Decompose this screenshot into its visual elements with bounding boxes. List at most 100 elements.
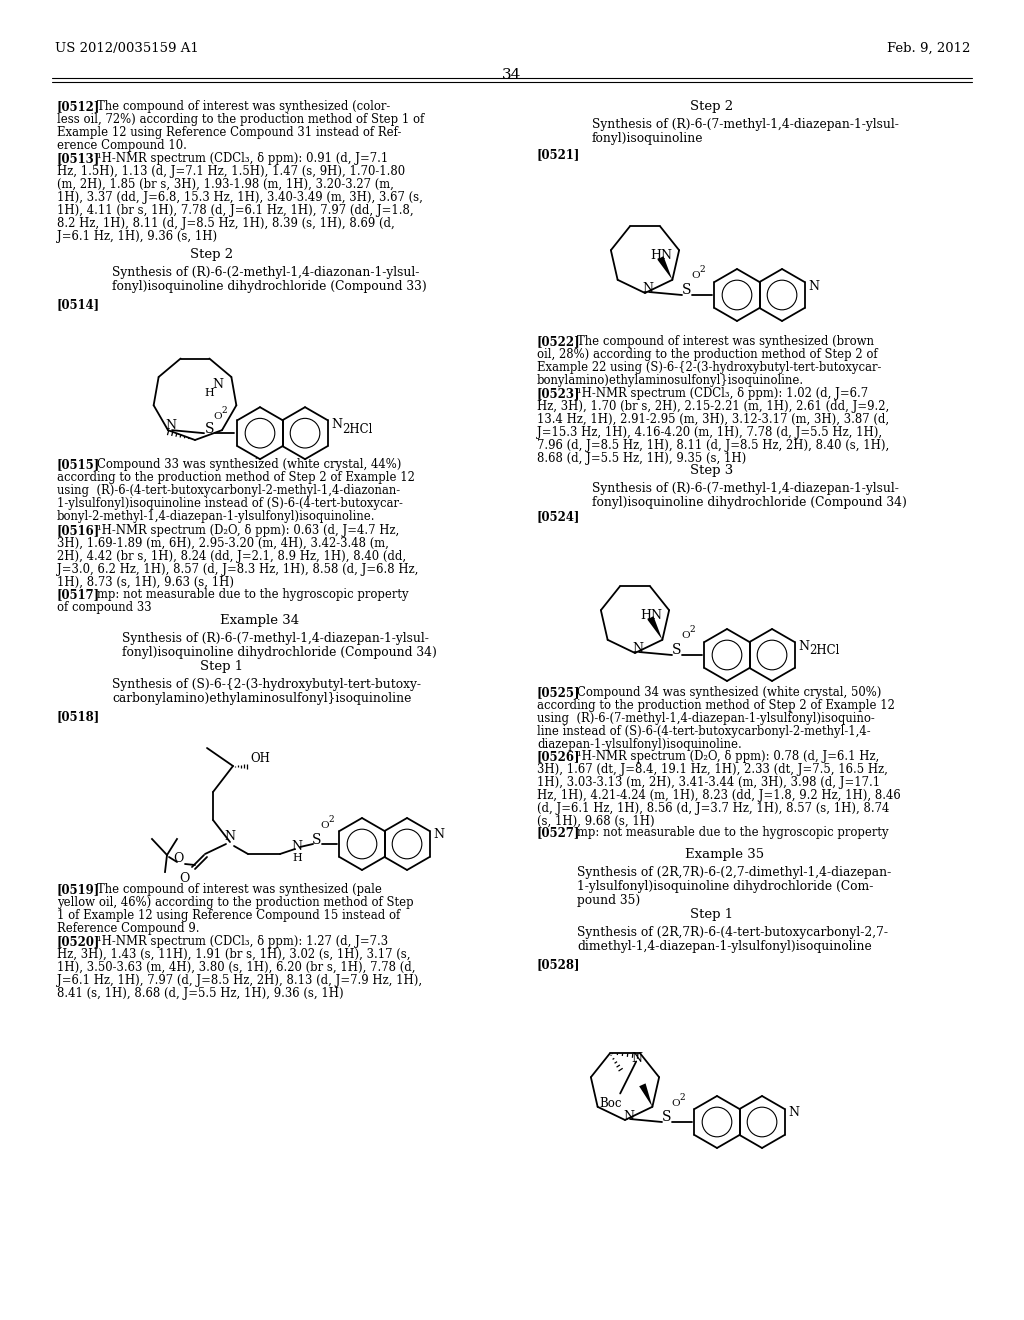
Text: N: N (433, 829, 444, 842)
Text: 1H), 3.37 (dd, J=6.8, 15.3 Hz, 1H), 3.40-3.49 (m, 3H), 3.67 (s,: 1H), 3.37 (dd, J=6.8, 15.3 Hz, 1H), 3.40… (57, 191, 423, 205)
Text: ¹H-NMR spectrum (CDCl₃, δ ppm): 0.91 (d, J=7.1: ¹H-NMR spectrum (CDCl₃, δ ppm): 0.91 (d,… (97, 152, 388, 165)
Text: Synthesis of (2R,7R)-6-(2,7-dimethyl-1,4-diazepan-: Synthesis of (2R,7R)-6-(2,7-dimethyl-1,4… (577, 866, 891, 879)
Text: [0522]: [0522] (537, 335, 581, 348)
Text: fonyl)isoquinoline: fonyl)isoquinoline (592, 132, 703, 145)
Text: erence Compound 10.: erence Compound 10. (57, 139, 186, 152)
Text: Example 35: Example 35 (685, 847, 764, 861)
Text: N: N (788, 1106, 799, 1119)
Text: O: O (672, 1098, 680, 1107)
Text: [0517]: [0517] (57, 587, 100, 601)
Text: Compound 34 was synthesized (white crystal, 50%): Compound 34 was synthesized (white cryst… (577, 686, 882, 700)
Text: fonyl)isoquinoline dihydrochloride (Compound 33): fonyl)isoquinoline dihydrochloride (Comp… (112, 280, 427, 293)
Text: 2: 2 (221, 405, 226, 414)
Text: O: O (682, 631, 690, 640)
Text: Synthesis of (S)-6-{2-(3-hydroxybutyl-tert-butoxy-: Synthesis of (S)-6-{2-(3-hydroxybutyl-te… (112, 678, 421, 690)
Polygon shape (639, 1084, 652, 1107)
Text: 34: 34 (503, 69, 521, 82)
Text: The compound of interest was synthesized (color-: The compound of interest was synthesized… (97, 100, 390, 114)
Text: J=15.3 Hz, 1H), 4.16-4.20 (m, 1H), 7.78 (d, J=5.5 Hz, 1H),: J=15.3 Hz, 1H), 4.16-4.20 (m, 1H), 7.78 … (537, 426, 882, 440)
Text: S: S (205, 422, 215, 436)
Text: 8.68 (d, J=5.5 Hz, 1H), 9.35 (s, 1H): 8.68 (d, J=5.5 Hz, 1H), 9.35 (s, 1H) (537, 451, 746, 465)
Text: yellow oil, 46%) according to the production method of Step: yellow oil, 46%) according to the produc… (57, 896, 414, 909)
Text: N: N (224, 830, 236, 843)
Text: 1H), 3.03-3.13 (m, 2H), 3.41-3.44 (m, 3H), 3.98 (d, J=17.1: 1H), 3.03-3.13 (m, 2H), 3.41-3.44 (m, 3H… (537, 776, 880, 789)
Text: less oil, 72%) according to the production method of Step 1 of: less oil, 72%) according to the producti… (57, 114, 424, 125)
Text: ¹H-NMR spectrum (CDCl₃, δ ppm): 1.27 (d, J=7.3: ¹H-NMR spectrum (CDCl₃, δ ppm): 1.27 (d,… (97, 935, 388, 948)
Text: [0526]: [0526] (537, 750, 581, 763)
Text: N: N (212, 379, 223, 392)
Text: (d, J=6.1 Hz, 1H), 8.56 (d, J=3.7 Hz, 1H), 8.57 (s, 1H), 8.74: (d, J=6.1 Hz, 1H), 8.56 (d, J=3.7 Hz, 1H… (537, 803, 890, 814)
Text: 2: 2 (699, 265, 705, 275)
Text: 1 of Example 12 using Reference Compound 15 instead of: 1 of Example 12 using Reference Compound… (57, 909, 400, 921)
Text: [0515]: [0515] (57, 458, 100, 471)
Text: Step 2: Step 2 (190, 248, 233, 261)
Text: O: O (179, 873, 189, 886)
Text: [0520]: [0520] (57, 935, 100, 948)
Text: S: S (682, 282, 692, 297)
Text: OH: OH (250, 751, 270, 764)
Text: Example 12 using Reference Compound 31 instead of Ref-: Example 12 using Reference Compound 31 i… (57, 125, 401, 139)
Text: S: S (663, 1110, 672, 1125)
Text: S: S (312, 833, 322, 847)
Text: 1-ylsulfonyl)isoquinoline dihydrochloride (Com-: 1-ylsulfonyl)isoquinoline dihydrochlorid… (577, 880, 873, 894)
Text: using  (R)-6-(7-methyl-1,4-diazepan-1-ylsulfonyl)isoquino-: using (R)-6-(7-methyl-1,4-diazepan-1-yls… (537, 711, 874, 725)
Text: O: O (691, 272, 700, 281)
Text: The compound of interest was synthesized (pale: The compound of interest was synthesized… (97, 883, 382, 896)
Text: 1H), 4.11 (br s, 1H), 7.78 (d, J=6.1 Hz, 1H), 7.97 (dd, J=1.8,: 1H), 4.11 (br s, 1H), 7.78 (d, J=6.1 Hz,… (57, 205, 414, 216)
Text: using  (R)-6-(4-tert-butoxycarbonyl-2-methyl-1,4-diazonan-: using (R)-6-(4-tert-butoxycarbonyl-2-met… (57, 484, 400, 498)
Text: according to the production method of Step 2 of Example 12: according to the production method of St… (537, 700, 895, 711)
Text: 1-ylsulfonyl)isoquinoline instead of (S)-6-(4-tert-butoxycar-: 1-ylsulfonyl)isoquinoline instead of (S)… (57, 498, 402, 510)
Text: The compound of interest was synthesized (brown: The compound of interest was synthesized… (577, 335, 874, 348)
Text: J=3.0, 6.2 Hz, 1H), 8.57 (d, J=8.3 Hz, 1H), 8.58 (d, J=6.8 Hz,: J=3.0, 6.2 Hz, 1H), 8.57 (d, J=8.3 Hz, 1… (57, 564, 419, 576)
Text: 8.41 (s, 1H), 8.68 (d, J=5.5 Hz, 1H), 9.36 (s, 1H): 8.41 (s, 1H), 8.68 (d, J=5.5 Hz, 1H), 9.… (57, 987, 344, 1001)
Text: Feb. 9, 2012: Feb. 9, 2012 (887, 42, 970, 55)
Text: [0521]: [0521] (537, 148, 581, 161)
Text: mp: not measurable due to the hygroscopic property: mp: not measurable due to the hygroscopi… (97, 587, 409, 601)
Polygon shape (647, 616, 663, 640)
Text: oil, 28%) according to the production method of Step 2 of: oil, 28%) according to the production me… (537, 348, 878, 360)
Text: bonylamino)ethylaminosulfonyl}isoquinoline.: bonylamino)ethylaminosulfonyl}isoquinoli… (537, 374, 804, 387)
Text: bonyl-2-methyl-1,4-diazepan-1-ylsulfonyl)isoquinoline.: bonyl-2-methyl-1,4-diazepan-1-ylsulfonyl… (57, 510, 376, 523)
Text: [0513]: [0513] (57, 152, 100, 165)
Text: H: H (292, 853, 302, 863)
Text: [0525]: [0525] (537, 686, 581, 700)
Text: O: O (321, 821, 330, 830)
Text: H: H (205, 388, 214, 399)
Text: Step 3: Step 3 (690, 465, 733, 477)
Text: N: N (798, 639, 809, 652)
Polygon shape (657, 256, 673, 280)
Text: Hz, 1.5H), 1.13 (d, J=7.1 Hz, 1.5H), 1.47 (s, 9H), 1.70-1.80: Hz, 1.5H), 1.13 (d, J=7.1 Hz, 1.5H), 1.4… (57, 165, 406, 178)
Text: J=6.1 Hz, 1H), 7.97 (d, J=8.5 Hz, 2H), 8.13 (d, J=7.9 Hz, 1H),: J=6.1 Hz, 1H), 7.97 (d, J=8.5 Hz, 2H), 8… (57, 974, 422, 987)
Text: [0519]: [0519] (57, 883, 100, 896)
Text: HN: HN (650, 248, 672, 261)
Text: 13.4 Hz, 1H), 2.91-2.95 (m, 3H), 3.12-3.17 (m, 3H), 3.87 (d,: 13.4 Hz, 1H), 2.91-2.95 (m, 3H), 3.12-3.… (537, 413, 889, 426)
Text: 2H), 4.42 (br s, 1H), 8.24 (dd, J=2.1, 8.9 Hz, 1H), 8.40 (dd,: 2H), 4.42 (br s, 1H), 8.24 (dd, J=2.1, 8… (57, 550, 407, 564)
Text: Synthesis of (R)-6-(7-methyl-1,4-diazepan-1-ylsul-: Synthesis of (R)-6-(7-methyl-1,4-diazepa… (122, 632, 429, 645)
Text: carbonylamino)ethylaminosulfonyl}isoquinoline: carbonylamino)ethylaminosulfonyl}isoquin… (112, 692, 412, 705)
Text: (m, 2H), 1.85 (br s, 3H), 1.93-1.98 (m, 1H), 3.20-3.27 (m,: (m, 2H), 1.85 (br s, 3H), 1.93-1.98 (m, … (57, 178, 394, 191)
Text: [0516]: [0516] (57, 524, 100, 537)
Text: 2HCl: 2HCl (342, 422, 373, 436)
Text: Hz, 1H), 4.21-4.24 (m, 1H), 8.23 (dd, J=1.8, 9.2 Hz, 1H), 8.46: Hz, 1H), 4.21-4.24 (m, 1H), 8.23 (dd, J=… (537, 789, 901, 803)
Text: [0514]: [0514] (57, 298, 100, 312)
Text: Synthesis of (R)-6-(7-methyl-1,4-diazepan-1-ylsul-: Synthesis of (R)-6-(7-methyl-1,4-diazepa… (592, 117, 899, 131)
Text: Example 34: Example 34 (220, 614, 299, 627)
Text: 1H), 8.73 (s, 1H), 9.63 (s, 1H): 1H), 8.73 (s, 1H), 9.63 (s, 1H) (57, 576, 234, 589)
Text: US 2012/0035159 A1: US 2012/0035159 A1 (55, 42, 199, 55)
Text: Synthesis of (2R,7R)-6-(4-tert-butoxycarbonyl-2,7-: Synthesis of (2R,7R)-6-(4-tert-butoxycar… (577, 927, 888, 939)
Text: J=6.1 Hz, 1H), 9.36 (s, 1H): J=6.1 Hz, 1H), 9.36 (s, 1H) (57, 230, 217, 243)
Text: mp: not measurable due to the hygroscopic property: mp: not measurable due to the hygroscopi… (577, 826, 889, 840)
Text: of compound 33: of compound 33 (57, 601, 152, 614)
Text: N: N (632, 1052, 643, 1065)
Text: diazepan-1-ylsulfonyl)isoquinoline.: diazepan-1-ylsulfonyl)isoquinoline. (537, 738, 741, 751)
Text: 2HCl: 2HCl (809, 644, 840, 657)
Text: Hz, 3H), 1.43 (s, 11H), 1.91 (br s, 1H), 3.02 (s, 1H), 3.17 (s,: Hz, 3H), 1.43 (s, 11H), 1.91 (br s, 1H),… (57, 948, 411, 961)
Text: according to the production method of Step 2 of Example 12: according to the production method of St… (57, 471, 415, 484)
Text: [0524]: [0524] (537, 510, 581, 523)
Text: O: O (173, 851, 183, 865)
Text: N: N (292, 841, 302, 854)
Text: 2: 2 (328, 816, 334, 825)
Text: 2: 2 (679, 1093, 685, 1101)
Text: 2: 2 (689, 626, 695, 635)
Text: [0528]: [0528] (537, 958, 581, 972)
